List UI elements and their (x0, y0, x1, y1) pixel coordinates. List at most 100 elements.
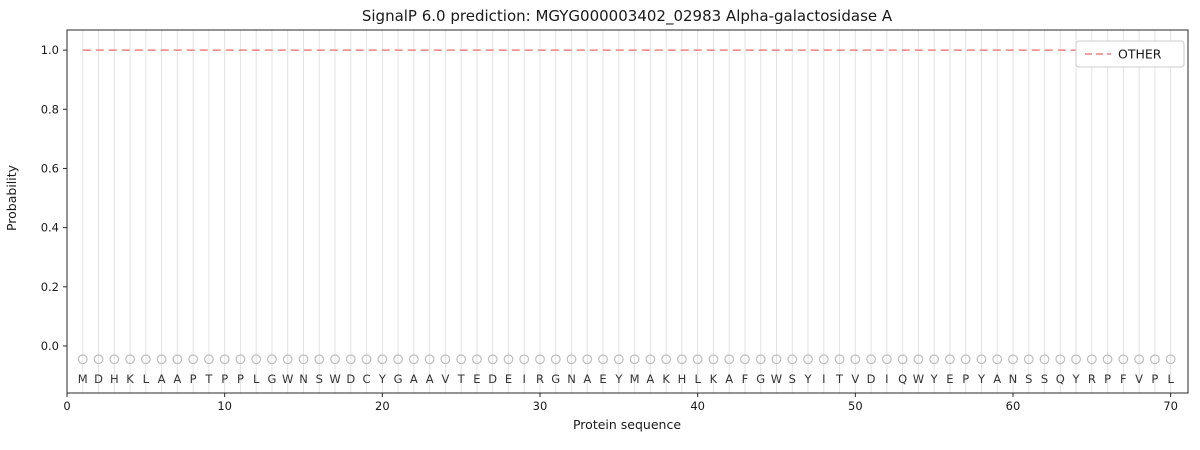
residue-marker (1086, 354, 1097, 365)
residue-marker (676, 354, 687, 365)
residue-letter: M (78, 372, 88, 386)
residue-letter: W (329, 372, 340, 386)
residue-letter: P (1151, 372, 1158, 386)
residue-marker (945, 354, 955, 365)
residue-marker (298, 354, 309, 365)
x-tick-label: 40 (690, 399, 705, 413)
residue-marker (1039, 354, 1050, 365)
residue-letter: T (457, 372, 466, 386)
residue-marker (172, 354, 183, 365)
legend-box (1075, 40, 1185, 68)
residue-letter: P (962, 372, 969, 386)
residue-letter: D (867, 372, 876, 386)
residue-marker (188, 354, 199, 365)
y-tick-label: 0.0 (41, 339, 59, 353)
residue-letter: V (1135, 372, 1143, 386)
residue-letter: S (1041, 372, 1048, 386)
residue-marker (203, 354, 214, 365)
residue-letter: W (913, 372, 924, 386)
residue-letter: A (158, 372, 166, 386)
residue-marker (487, 354, 498, 365)
residue-letter: A (993, 372, 1001, 386)
residue-letter: A (426, 372, 434, 386)
residue-marker (251, 354, 262, 365)
residue-marker (661, 354, 672, 365)
residue-marker (77, 354, 88, 365)
chart-title: SignalP 6.0 prediction: MGYG000003402_02… (362, 7, 893, 26)
residue-letter: Y (614, 372, 623, 386)
residue-marker (1071, 354, 1081, 365)
residue-letter: C (363, 372, 371, 386)
residue-marker (598, 354, 608, 365)
residue-marker (818, 354, 829, 365)
plot-spines (66, 29, 1189, 394)
grid-layer (82, 30, 1172, 393)
residue-marker (850, 354, 861, 365)
residue-marker (424, 354, 435, 365)
residue-marker (834, 354, 845, 365)
residue-marker (897, 354, 908, 365)
residue-marker (613, 354, 624, 365)
residue-marker (235, 354, 246, 365)
residue-letter: L (253, 372, 260, 386)
x-tick-label: 10 (217, 399, 232, 413)
residue-marker (219, 354, 230, 365)
residue-letter: S (789, 372, 796, 386)
residue-letter: K (662, 372, 670, 386)
x-tick-label: 20 (375, 399, 390, 413)
legend: OTHER (1075, 40, 1185, 68)
y-tick-label: 0.4 (41, 221, 59, 235)
residue-letter: Q (1056, 372, 1065, 386)
x-tick-label: 30 (533, 399, 548, 413)
residue-letter: L (694, 372, 701, 386)
residue-marker (330, 354, 340, 365)
residue-letter: Q (898, 372, 907, 386)
residue-marker (1149, 354, 1160, 365)
residue-letter: E (505, 372, 512, 386)
legend-label-other: OTHER (1118, 47, 1162, 62)
residue-letter: L (143, 372, 150, 386)
residue-marker (913, 354, 924, 365)
residue-marker (645, 354, 656, 365)
residue-letter: E (473, 372, 480, 386)
x-tick-label: 70 (1163, 399, 1178, 413)
residue-letter: Y (804, 372, 813, 386)
residue-letter: L (1167, 372, 1174, 386)
residue-marker (629, 354, 640, 365)
residue-marker (361, 354, 372, 365)
residue-marker (1055, 354, 1066, 365)
residue-marker (582, 354, 593, 365)
residue-marker (314, 354, 325, 365)
residue-marker (93, 354, 104, 365)
residue-letter: Y (1072, 372, 1081, 386)
residue-letter: W (282, 372, 293, 386)
residue-marker (708, 354, 719, 365)
residue-marker (692, 354, 703, 365)
residue-letter: A (646, 372, 654, 386)
residue-marker (440, 354, 451, 365)
residue-letter: N (299, 372, 308, 386)
residue-marker (1165, 354, 1176, 365)
residue-letter: G (268, 372, 277, 386)
residue-letter: Y (378, 372, 387, 386)
residue-letter: A (173, 372, 181, 386)
residue-letter: R (1088, 372, 1096, 386)
residue-letter: N (567, 372, 576, 386)
residue-letter: K (126, 372, 134, 386)
residue-marker (803, 354, 813, 365)
residue-marker (1102, 354, 1113, 365)
residue-marker (503, 354, 514, 365)
residue-letter: H (110, 372, 119, 386)
residue-letter: G (394, 372, 403, 386)
residue-letter: V (441, 372, 449, 386)
x-tick-label: 60 (1006, 399, 1021, 413)
residue-marker (960, 354, 971, 365)
residue-letter: D (488, 372, 497, 386)
x-tick-label: 50 (848, 399, 863, 413)
residue-letter: S (316, 372, 323, 386)
residue-letter: P (190, 372, 197, 386)
residue-marker (109, 354, 120, 365)
